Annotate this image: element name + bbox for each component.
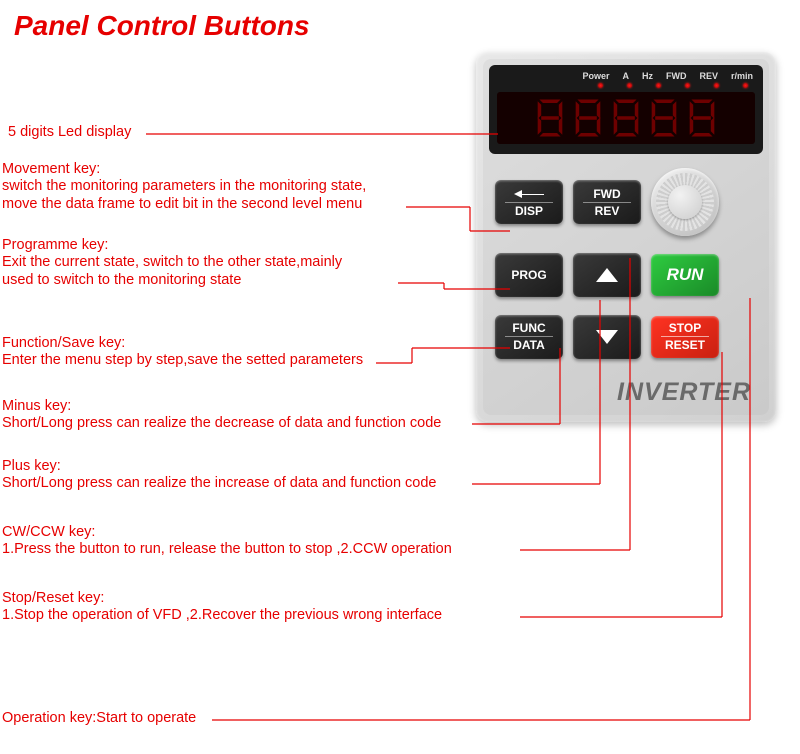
led-label: r/min xyxy=(731,71,753,81)
run-label: RUN xyxy=(667,265,704,285)
stop-label: STOP xyxy=(669,321,701,335)
led-label: REV xyxy=(699,71,718,81)
data-label: DATA xyxy=(513,338,545,352)
led-dot-icon xyxy=(627,83,632,88)
annotation-function-save-key: Function/Save key:Enter the menu step by… xyxy=(2,335,363,370)
annotation-stop-reset-key: Stop/Reset key:1.Stop the operation of V… xyxy=(2,590,442,625)
inverter-panel: Power A Hz FWD REV r/min xyxy=(476,52,776,422)
lcd-area: Power A Hz FWD REV r/min xyxy=(489,65,763,154)
rotary-knob[interactable] xyxy=(651,168,719,236)
led-dots xyxy=(497,83,755,88)
led-dot-icon xyxy=(685,83,690,88)
led-label: Power xyxy=(582,71,609,81)
disp-button[interactable]: DISP xyxy=(495,180,563,224)
arrow-left-icon xyxy=(514,187,544,201)
arrow-down-icon xyxy=(596,330,618,344)
led-label: A xyxy=(622,71,629,81)
annotation-minus-key: Minus key:Short/Long press can realize t… xyxy=(2,398,441,433)
disp-label: DISP xyxy=(515,204,543,218)
fwd-label: FWD xyxy=(593,187,620,201)
page-title: Panel Control Buttons xyxy=(14,10,310,42)
led-dot-icon xyxy=(656,83,661,88)
annotation-programme-key: Programme key:Exit the current state, sw… xyxy=(2,237,342,289)
up-button[interactable] xyxy=(573,253,641,297)
down-button[interactable] xyxy=(573,315,641,359)
led-label: Hz xyxy=(642,71,653,81)
stop-reset-button[interactable]: STOP RESET xyxy=(651,316,719,358)
led-label: FWD xyxy=(666,71,687,81)
lcd-display xyxy=(497,92,755,144)
led-dot-icon xyxy=(598,83,603,88)
annotation-cw-ccw-key: CW/CCW key:1.Press the button to run, re… xyxy=(2,524,452,559)
led-dot-icon xyxy=(714,83,719,88)
panel-inner: Power A Hz FWD REV r/min xyxy=(483,59,769,415)
rev-label: REV xyxy=(595,204,620,218)
run-button[interactable]: RUN xyxy=(651,254,719,296)
prog-button[interactable]: PROG xyxy=(495,253,563,297)
annotation-operation-key: Operation key:Start to operate xyxy=(2,710,196,727)
annotation-plus-key: Plus key:Short/Long press can realize th… xyxy=(2,458,436,493)
keypad: DISP FWD REV PROG RUN FUNC DATA xyxy=(489,164,763,409)
led-labels: Power A Hz FWD REV r/min xyxy=(497,71,755,81)
led-dot-icon xyxy=(743,83,748,88)
inverter-brand: INVERTER xyxy=(495,376,757,409)
func-data-button[interactable]: FUNC DATA xyxy=(495,315,563,359)
reset-label: RESET xyxy=(665,338,705,352)
annotation-movement-key: Movement key:switch the monitoring param… xyxy=(2,161,366,213)
fwd-rev-button[interactable]: FWD REV xyxy=(573,180,641,224)
annotation-led-display: 5 digits Led display xyxy=(8,124,131,141)
arrow-up-icon xyxy=(596,268,618,282)
func-label: FUNC xyxy=(512,321,545,335)
prog-label: PROG xyxy=(511,268,546,282)
